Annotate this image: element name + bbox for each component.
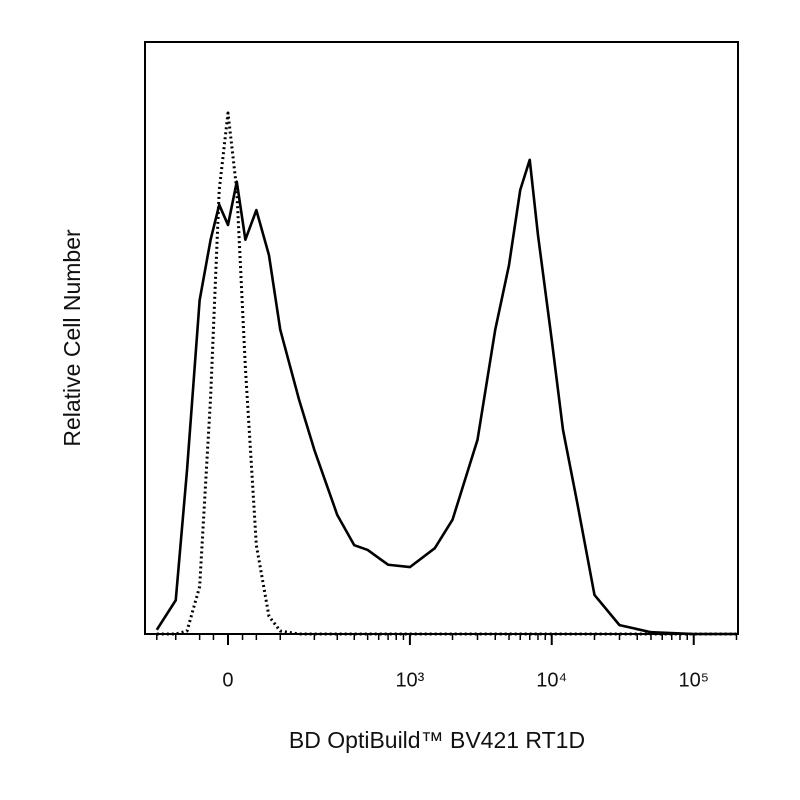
x-tick-label: 0 — [222, 669, 233, 691]
plot-frame — [144, 41, 739, 635]
x-tick-label: 10⁴ — [536, 669, 567, 691]
histogram-line — [156, 111, 737, 636]
x-axis-label: BD OptiBuild™ BV421 RT1D — [289, 727, 585, 753]
x-tick-label: 10³ — [395, 669, 424, 691]
x-tick-label: 10⁵ — [678, 669, 709, 691]
y-axis-label: Relative Cell Number — [59, 229, 85, 447]
histogram-line — [155, 158, 737, 636]
